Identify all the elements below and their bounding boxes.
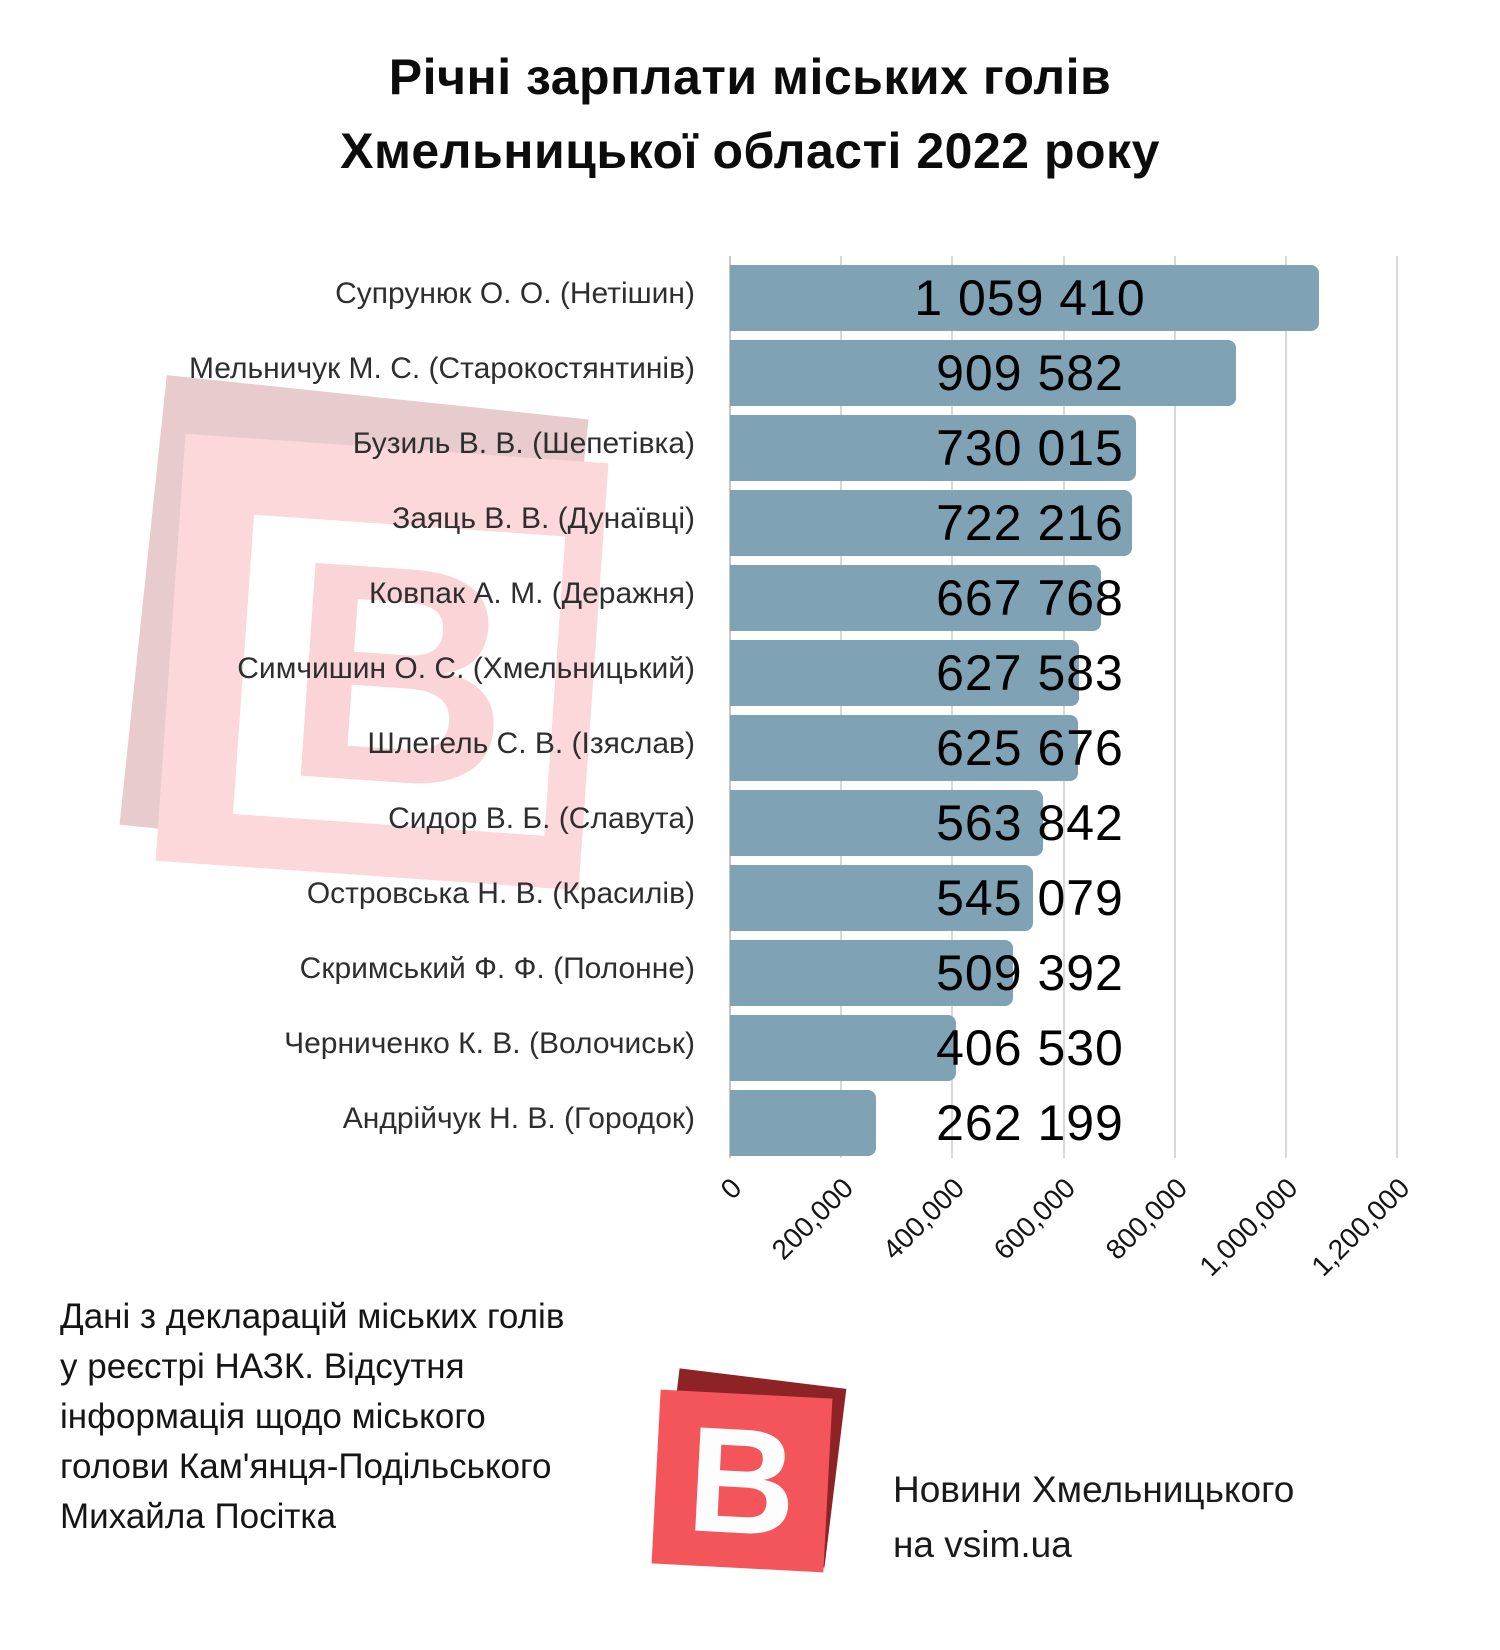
bar-track: 509 392 <box>730 931 1462 1006</box>
bar-category-label: Андрійчук Н. В. (Городок) <box>342 1102 695 1135</box>
bar-value-label: 730 015 <box>936 420 1124 476</box>
x-tick-label: 200,000 <box>765 1172 860 1266</box>
source-note: Дані з декларацій міських голів у реєстр… <box>60 1297 565 1536</box>
bar-row: Андрійчук Н. В. (Городок) 262 199 <box>0 1081 1500 1156</box>
bar <box>730 490 1132 556</box>
bar <box>730 790 1043 856</box>
bar-value-label: 909 582 <box>936 345 1124 401</box>
bar <box>730 940 1013 1006</box>
bar-track: 625 676 <box>730 706 1462 781</box>
bar-category-label: Скримський Ф. Ф. (Полонне) <box>299 952 695 985</box>
bar-category-label: Ковпак А. М. (Деражня) <box>368 577 695 610</box>
bar-value-label: 563 842 <box>936 795 1124 851</box>
bar-row: Симчишин О. С. (Хмельницький) 627 583 <box>0 631 1500 706</box>
brand-text: Новини Хмельницького на vsim.ua <box>893 1469 1295 1565</box>
x-tick-label: 400,000 <box>876 1172 971 1266</box>
bar-row: Ковпак А. М. (Деражня) 667 768 <box>0 556 1500 631</box>
chart-title: Річні зарплати міських голів Хмельницько… <box>340 49 1160 179</box>
bar-category-label: Бузиль В. В. (Шепетівка) <box>352 427 695 460</box>
bar-row: Сидор В. Б. (Славута) 563 842 <box>0 781 1500 856</box>
chart-bar-rows: Супрунюк О. О. (Нетішин) 1 059 410 Мельнич… <box>0 256 1500 1156</box>
bar-row: Супрунюк О. О. (Нетішин) 1 059 410 <box>0 256 1500 331</box>
bar <box>730 640 1079 706</box>
bar-row: Мельничук М. С. (Старокостянтинів) 909 58… <box>0 331 1500 406</box>
bar-track: 627 583 <box>730 631 1462 706</box>
bar <box>730 1015 956 1081</box>
bar-value-label: 667 768 <box>936 570 1124 626</box>
bar-track: 1 059 410 <box>730 256 1462 331</box>
bar-track: 667 768 <box>730 556 1462 631</box>
bar-row: Скримський Ф. Ф. (Полонне) 509 392 <box>0 931 1500 1006</box>
bar-value-label: 406 530 <box>936 1020 1124 1076</box>
bar-row: Шлегель С. В. (Ізяслав) 625 676 <box>0 706 1500 781</box>
bar-value-label: 625 676 <box>936 720 1124 776</box>
bar-category-label: Островська Н. В. (Красилів) <box>306 877 695 910</box>
bar <box>730 865 1033 931</box>
x-tick-label: 1,000,000 <box>1193 1172 1304 1283</box>
bar-track: 406 530 <box>730 1006 1462 1081</box>
bar-value-label: 262 199 <box>936 1095 1124 1151</box>
bar <box>730 340 1236 406</box>
x-tick-label: 1,200,000 <box>1305 1172 1416 1283</box>
bar-value-label: 722 216 <box>936 495 1124 551</box>
gridline-1,000,000 <box>1285 256 1287 1158</box>
bar-row: Бузиль В. В. (Шепетівка) 730 015 <box>0 406 1500 481</box>
x-tick-label: 800,000 <box>1099 1172 1193 1266</box>
bar <box>730 1090 876 1156</box>
bar-value-label: 1 059 410 <box>914 270 1146 326</box>
bar <box>730 265 1319 331</box>
bar-category-label: Симчишин О. С. (Хмельницький) <box>237 652 695 685</box>
vsim-logo-front-layer: B <box>651 1389 833 1573</box>
bar-value-label: 545 079 <box>936 870 1124 926</box>
vsim-logo-b-letter: B <box>683 1394 801 1568</box>
bar-value-label: 509 392 <box>936 945 1124 1001</box>
gridline-1,200,000 <box>1396 256 1399 1158</box>
bar-row: Черниченко К. В. (Волочиськ) 406 530 <box>0 1006 1500 1081</box>
bar-track: 722 216 <box>730 481 1462 556</box>
x-tick-label: 0 <box>714 1172 748 1205</box>
bar <box>730 565 1101 631</box>
chart-gridlines <box>729 256 1462 1158</box>
bar-category-label: Сидор В. Б. (Славута) <box>388 802 695 835</box>
bar-track: 909 582 <box>730 331 1462 406</box>
bar-category-label: Мельничук М. С. (Старокостянтинів) <box>188 352 695 385</box>
x-axis-tick-labels: 0 200,000 400,000 600,000 800,000 1,000,000 1,… <box>715 1162 1462 1312</box>
gridline-800,000 <box>1173 256 1176 1158</box>
bar <box>730 415 1136 481</box>
bar-row: Островська Н. В. (Красилів) 545 079 <box>0 856 1500 931</box>
gridline-600,000 <box>1062 256 1065 1158</box>
bar <box>730 715 1078 781</box>
bar-track: 262 199 <box>730 1081 1462 1156</box>
bar-track: 563 842 <box>730 781 1462 856</box>
gridline-400,000 <box>951 256 954 1158</box>
bar-row: Заяць В. В. (Дунаївці) 722 216 <box>0 481 1500 556</box>
vsim-logo: B <box>651 1368 856 1588</box>
bar-category-label: Черниченко К. В. (Волочиськ) <box>284 1027 695 1060</box>
gridline-200,000 <box>840 256 843 1158</box>
bar-category-label: Супрунюк О. О. (Нетішин) <box>335 277 695 310</box>
bar-category-label: Заяць В. В. (Дунаївці) <box>392 502 695 535</box>
x-tick-label: 600,000 <box>988 1172 1082 1266</box>
bar-track: 730 015 <box>730 406 1462 481</box>
bar-category-label: Шлегель С. В. (Ізяслав) <box>367 727 695 760</box>
gridline-0 <box>729 256 731 1158</box>
bar-value-label: 627 583 <box>936 645 1124 701</box>
bar-track: 545 079 <box>730 856 1462 931</box>
